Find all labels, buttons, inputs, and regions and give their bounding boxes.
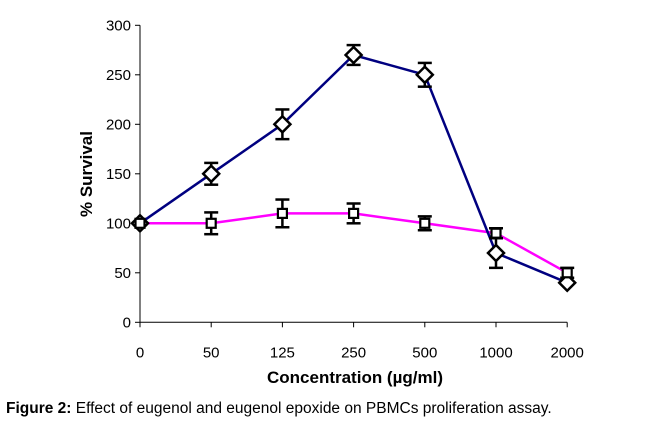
series-line-diamond <box>139 53 568 284</box>
x-tick-label: 500 <box>412 344 437 361</box>
y-tick-label: 250 <box>106 67 131 84</box>
x-tick-label: 0 <box>136 344 144 361</box>
y-axis-label: % Survival <box>77 131 96 217</box>
data-point-square <box>205 217 217 229</box>
x-tick-label: 125 <box>270 344 295 361</box>
y-tick-label: 100 <box>106 215 131 232</box>
y-tick-label: 200 <box>106 116 131 133</box>
caption-text: Effect of eugenol and eugenol epoxide on… <box>71 400 552 417</box>
data-point-square <box>419 217 431 229</box>
y-tick-label: 50 <box>114 265 131 282</box>
data-point-diamond <box>486 243 506 263</box>
figure-caption: Figure 2: Effect of eugenol and eugenol … <box>6 400 552 418</box>
line-chart: 0 50 100 150 200 250 300 0 50 125 250 500 1000 2000 %… <box>77 17 584 387</box>
data-point-diamond <box>201 164 221 184</box>
data-point-square <box>561 267 573 279</box>
data-point-square <box>276 207 288 219</box>
data-point-square <box>490 227 502 239</box>
series-marks <box>130 43 577 293</box>
data-point-square <box>348 207 360 219</box>
data-point-diamond <box>415 65 435 85</box>
x-tick-label: 250 <box>341 344 366 361</box>
data-point-diamond <box>557 272 577 293</box>
y-tick-label: 150 <box>106 166 131 183</box>
caption-label: Figure 2: <box>6 400 72 417</box>
x-tick-label: 1000 <box>479 344 512 361</box>
x-tick-label: 2000 <box>551 344 584 361</box>
data-point-square <box>134 217 146 229</box>
data-point-diamond <box>272 114 293 135</box>
y-tick-label: 0 <box>123 314 131 331</box>
data-point-diamond <box>343 45 364 65</box>
y-tick-label: 300 <box>106 17 131 34</box>
x-axis-label: Concentration (µg/ml) <box>267 368 443 387</box>
axes: 0 50 100 150 200 250 300 0 50 125 250 500 1000 2000 <box>106 17 584 361</box>
x-tick-label: 50 <box>203 344 220 361</box>
